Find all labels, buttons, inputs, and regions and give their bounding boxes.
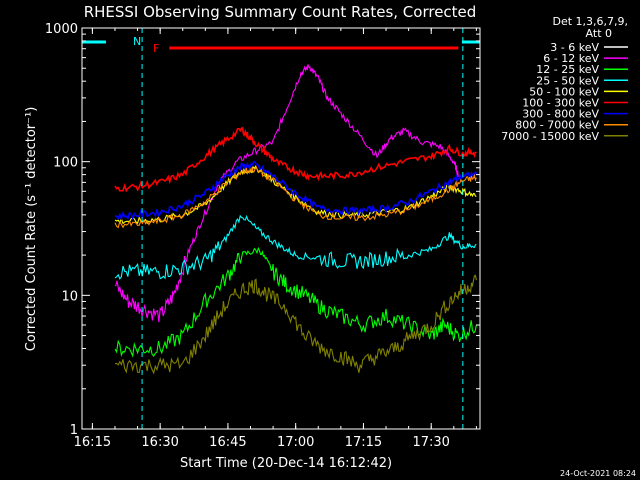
legend-label: 6 - 12 keV (543, 52, 599, 65)
series-line-100-300-keV (114, 126, 477, 193)
plot-frame (81, 27, 481, 430)
legend-label: 25 - 50 keV (536, 74, 599, 87)
x-tick-label: 17:15 (345, 435, 382, 450)
y-tick-label: 10 (61, 289, 78, 304)
series-line-25-50-keV (114, 214, 477, 280)
legend-label: 7000 - 15000 keV (501, 130, 599, 143)
legend-label: 50 - 100 keV (529, 85, 599, 98)
series-line-800-7000-keV (114, 165, 477, 229)
legend-label: 300 - 800 keV (522, 108, 599, 121)
y-tick-label: 100 (53, 156, 78, 171)
legend-header-line-2: Att 0 (586, 27, 612, 40)
generation-timestamp: 24-Oct-2021 08:24 (560, 469, 636, 478)
y-tick-label: 1 (70, 423, 78, 438)
night-marker-label: N (133, 35, 141, 48)
legend-header-line-1: Det 1,3,6,7,9, (552, 15, 628, 28)
series-line-300-800-keV (114, 160, 478, 221)
annotation-layer: N F (82, 28, 480, 429)
x-tick-label: 17:00 (277, 435, 314, 450)
series-line-3-6-keV (114, 94, 459, 283)
x-tick-label: 17:30 (412, 435, 449, 450)
x-tick-label: 16:15 (74, 435, 111, 450)
y-tick-label: 1000 (45, 22, 78, 37)
series-line-7000-15000-keV (114, 274, 477, 375)
series-line-12-25-keV (114, 246, 477, 358)
series-line-6-12-keV (114, 64, 459, 323)
series-layer (114, 64, 478, 375)
x-tick-label: 16:45 (209, 435, 246, 450)
x-tick-label: 16:30 (141, 435, 178, 450)
y-axis-label: Corrected Count Rate (s⁻¹ detector⁻¹) (24, 107, 39, 352)
axes-layer: 16:15 16:30 16:45 17:00 17:15 17:30 1 10 100 1000 (45, 22, 480, 450)
chart-title: RHESSI Observing Summary Count Rates, Co… (84, 3, 477, 21)
x-axis-label: Start Time (20-Dec-14 16:12:42) (180, 456, 392, 471)
legend-label: 800 - 7000 keV (515, 119, 599, 132)
legend-label: 12 - 25 keV (536, 63, 599, 76)
legend-label: 100 - 300 keV (522, 97, 599, 110)
flare-marker-label: F (153, 42, 159, 55)
legend-label: 3 - 6 keV (550, 41, 599, 54)
